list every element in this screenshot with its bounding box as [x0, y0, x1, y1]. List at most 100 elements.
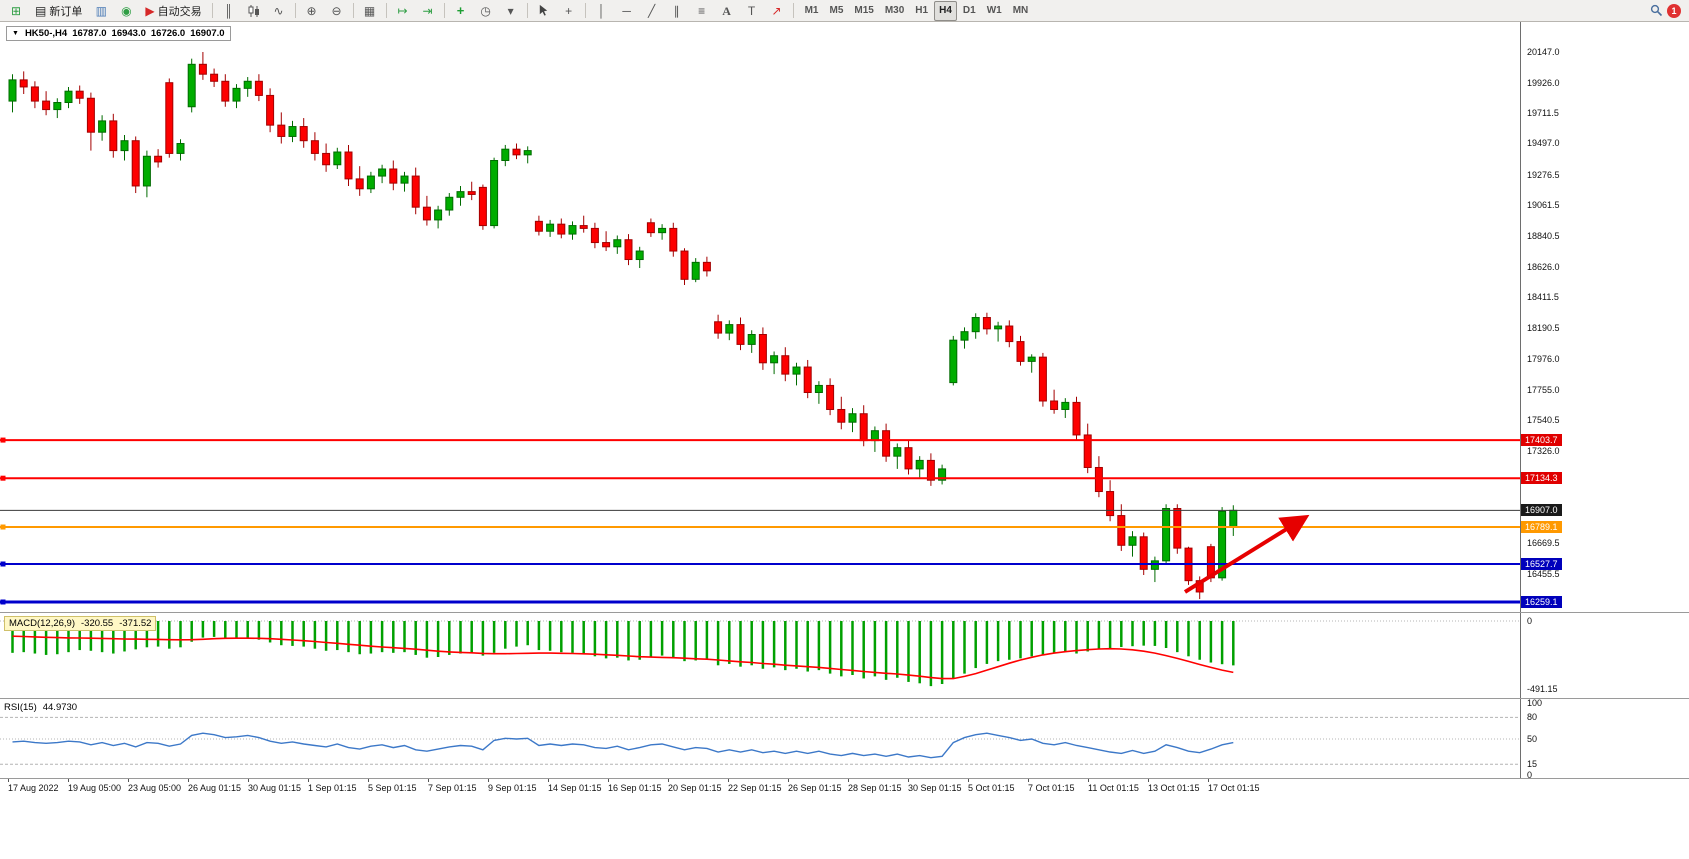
pane-separator[interactable] [0, 778, 1689, 779]
timeframe-m30[interactable]: M30 [884, 5, 905, 16]
chart-high: 16943.0 [111, 28, 146, 39]
rsi-pane[interactable]: RSI(15) 44.9730 [0, 699, 1520, 778]
period-icon[interactable]: ◷ [480, 3, 491, 18]
price-axis[interactable]: 20147.0 19926.0 19711.5 19497.0 19276.5 19061… [1520, 22, 1689, 780]
time-axis-tick [428, 779, 429, 782]
timeframe-w1[interactable]: W1 [986, 5, 1002, 16]
rsi-scale-label: 80 [1527, 712, 1538, 723]
time-axis-tick [1208, 779, 1209, 782]
time-axis-label: 11 Oct 01:15 [1088, 783, 1139, 793]
chart-header-box: ▼ HK50-,H4 16787.0 16943.0 16726.0 16907… [6, 26, 231, 41]
price-axis-badge: 16789.1 [1521, 521, 1562, 534]
pane-separator[interactable] [0, 612, 1689, 613]
new-chart-icon[interactable]: ⊞ [10, 3, 22, 18]
timeframe-h1[interactable]: H1 [915, 5, 929, 16]
macd-chart[interactable] [0, 613, 1520, 698]
time-axis-label: 26 Aug 01:15 [188, 783, 242, 793]
toolbar-separator [352, 3, 354, 18]
timeframe-m1[interactable]: M1 [804, 5, 819, 16]
notification-badge[interactable]: 1 [1667, 3, 1681, 18]
time-axis-tick [548, 779, 549, 782]
timeframe-mn[interactable]: MN [1012, 5, 1029, 16]
time-axis-label: 17 Aug 2022 [8, 783, 59, 793]
chart-low: 16726.0 [150, 28, 186, 39]
auto-scroll-icon[interactable]: ↦ [397, 3, 408, 18]
time-axis-label: 5 Oct 01:15 [968, 783, 1015, 793]
chart-symbol: HK50-,H4 [24, 28, 68, 39]
trendline-icon[interactable]: ╱ [647, 3, 656, 18]
time-axis-label: 16 Sep 01:15 [608, 783, 662, 793]
time-axis-tick [1148, 779, 1149, 782]
time-axis-label: 30 Sep 01:15 [908, 783, 962, 793]
macd-scale-label: -491.15 [1527, 684, 1558, 694]
chart-candles-icon[interactable] [242, 1, 266, 21]
horizontal-line-icon[interactable]: ─ [622, 3, 631, 18]
time-axis-tick [668, 779, 669, 782]
macd-name: MACD(12,26,9) [9, 618, 75, 629]
rsi-label: RSI(15) 44.9730 [4, 702, 77, 713]
price-axis-badge: 17403.7 [1521, 434, 1562, 447]
rsi-chart[interactable] [0, 699, 1520, 778]
time-axis-tick [488, 779, 489, 782]
candlestick-chart[interactable] [0, 22, 1520, 612]
price-axis-label: 19061.5 [1527, 200, 1560, 211]
chart-shift-icon[interactable]: ⇥ [422, 3, 433, 18]
auto-trading-button[interactable]: ▶ 自动交易 [139, 1, 207, 21]
new-order-doc-icon: ▤ [35, 3, 47, 18]
crosshair-icon[interactable]: + [565, 3, 573, 18]
main-chart-pane[interactable]: ▼ HK50-,H4 16787.0 16943.0 16726.0 16907… [0, 22, 1520, 612]
timeframe-h4[interactable]: H4 [934, 0, 957, 21]
time-axis[interactable]: 17 Aug 2022 19 Aug 05:00 23 Aug 05:00 26 Au… [0, 779, 1689, 799]
time-axis-tick [248, 779, 249, 782]
charts-icon[interactable]: ▥ [95, 3, 108, 18]
arrows-icon[interactable]: ↗ [771, 3, 782, 18]
fibonacci-icon[interactable]: ≡ [698, 3, 706, 18]
zoom-in-icon[interactable]: ⊕ [306, 3, 317, 18]
indicators-icon[interactable]: + [456, 3, 465, 18]
time-axis-tick [128, 779, 129, 782]
chart-expand-icon[interactable]: ▼ [12, 30, 19, 37]
chart-bars-icon[interactable]: ║ [224, 3, 233, 18]
text-label-icon[interactable]: T [747, 3, 756, 18]
market-watch-icon[interactable]: ◉ [121, 3, 132, 18]
time-axis-label: 14 Sep 01:15 [548, 783, 602, 793]
zoom-out-icon[interactable]: ⊖ [331, 3, 342, 18]
rsi-scale-label: 15 [1527, 759, 1538, 770]
timeframe-m5[interactable]: M5 [829, 5, 844, 16]
price-axis-label: 18626.0 [1527, 261, 1560, 272]
time-axis-label: 30 Aug 01:15 [248, 783, 302, 793]
tile-windows-icon[interactable]: ▦ [363, 3, 376, 18]
chart-line-icon[interactable]: ∿ [273, 3, 284, 18]
price-axis-label: 17755.0 [1527, 384, 1560, 395]
time-axis-tick [788, 779, 789, 782]
time-axis-tick [908, 779, 909, 782]
text-icon[interactable]: A [722, 3, 731, 18]
search-icon[interactable] [1650, 4, 1663, 17]
cursor-icon[interactable] [532, 1, 556, 21]
time-axis-label: 7 Sep 01:15 [428, 783, 477, 793]
rsi-scale-label: 0 [1527, 770, 1533, 780]
toolbar-separator [792, 3, 794, 18]
pane-separator[interactable] [0, 698, 1689, 699]
toolbar-separator [294, 3, 296, 18]
price-axis-label: 19926.0 [1527, 77, 1560, 88]
auto-trading-play-icon: ▶ [145, 3, 155, 18]
time-axis-label: 20 Sep 01:15 [668, 783, 722, 793]
price-axis-label: 19497.0 [1527, 138, 1560, 149]
new-order-button[interactable]: ▤ 新订单 [29, 1, 88, 21]
macd-pane[interactable]: MACD(12,26,9) -320.55 -371.52 [0, 613, 1520, 698]
time-axis-label: 28 Sep 01:15 [848, 783, 902, 793]
vertical-line-icon[interactable]: │ [597, 3, 606, 18]
auto-trading-label: 自动交易 [157, 5, 202, 18]
channel-icon[interactable]: ∥ [673, 3, 680, 18]
template-dropdown-icon[interactable]: ▾ [507, 3, 514, 18]
timeframe-m15[interactable]: M15 [854, 5, 874, 16]
chart-close: 16907.0 [190, 28, 225, 39]
time-axis-tick [728, 779, 729, 782]
timeframe-d1[interactable]: D1 [962, 5, 976, 16]
price-axis-label: 18411.5 [1527, 292, 1559, 302]
time-axis-tick [68, 779, 69, 782]
price-axis-badge: 16907.0 [1521, 504, 1562, 517]
price-axis-label: 17326.0 [1527, 445, 1560, 456]
time-axis-tick [368, 779, 369, 782]
